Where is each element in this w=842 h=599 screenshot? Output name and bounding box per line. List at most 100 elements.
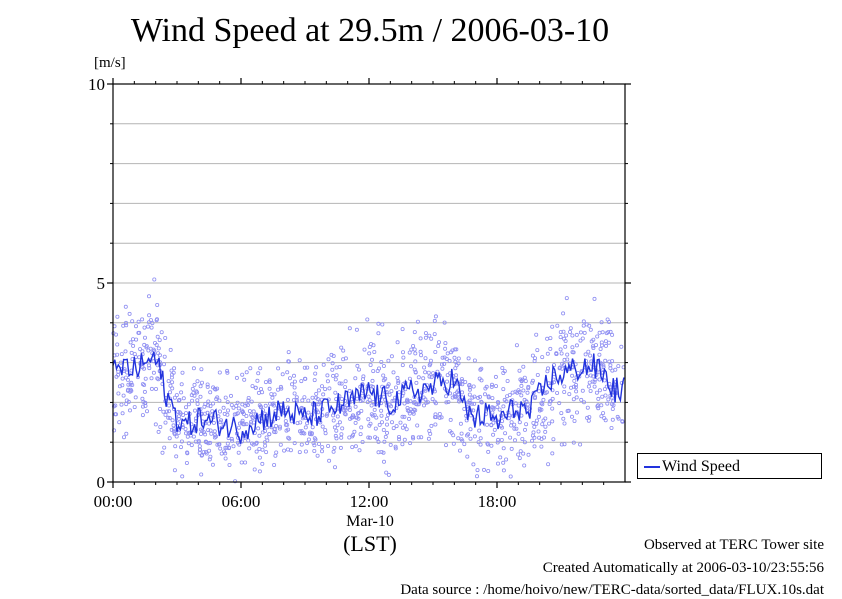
data-point <box>162 445 167 450</box>
data-point <box>137 330 142 335</box>
data-point <box>167 390 172 395</box>
data-point <box>544 390 549 395</box>
data-point <box>250 384 255 389</box>
data-point <box>303 449 308 454</box>
data-point <box>285 447 290 452</box>
data-point <box>225 408 230 413</box>
data-point <box>172 432 177 437</box>
data-point <box>393 444 398 449</box>
data-point <box>464 433 469 438</box>
data-point <box>198 384 203 389</box>
data-point <box>522 463 527 468</box>
data-point <box>299 442 304 447</box>
data-point <box>402 437 407 442</box>
data-point <box>532 444 537 449</box>
data-point <box>320 424 325 429</box>
data-point <box>214 396 219 401</box>
data-point <box>342 411 347 416</box>
data-point <box>411 411 416 416</box>
data-point <box>591 337 596 342</box>
data-point <box>166 403 171 408</box>
data-point <box>155 302 160 307</box>
data-point <box>142 325 147 330</box>
data-point <box>570 345 575 350</box>
data-point <box>409 364 414 369</box>
data-point <box>140 413 145 418</box>
data-point <box>490 396 495 401</box>
data-point <box>531 420 536 425</box>
data-point <box>170 386 175 391</box>
data-point <box>124 320 129 325</box>
data-point <box>199 472 204 477</box>
data-point <box>497 407 502 412</box>
data-point <box>286 359 291 364</box>
data-point <box>356 367 361 372</box>
data-point <box>319 384 324 389</box>
data-point <box>384 422 389 427</box>
data-point <box>316 388 321 393</box>
data-point <box>562 384 567 389</box>
data-point <box>347 388 352 393</box>
data-point <box>415 423 420 428</box>
data-point <box>397 390 402 395</box>
data-point <box>184 460 189 465</box>
data-point <box>334 365 339 370</box>
data-point <box>568 329 573 334</box>
data-point <box>423 370 428 375</box>
data-point <box>588 353 593 358</box>
data-point <box>124 431 129 436</box>
data-point <box>442 320 447 325</box>
data-point <box>167 436 172 441</box>
data-point <box>536 429 541 434</box>
data-point <box>332 445 337 450</box>
data-point <box>546 462 551 467</box>
data-point <box>192 408 197 413</box>
data-point <box>211 420 216 425</box>
data-point <box>197 450 202 455</box>
data-point <box>360 377 365 382</box>
data-point <box>470 395 475 400</box>
data-point <box>316 441 321 446</box>
data-point <box>178 445 183 450</box>
data-point <box>123 304 128 309</box>
data-point <box>260 390 265 395</box>
data-point <box>531 390 536 395</box>
data-point <box>376 331 381 336</box>
data-point <box>609 425 614 430</box>
data-point <box>429 423 434 428</box>
data-point <box>407 411 412 416</box>
data-point <box>406 409 411 414</box>
data-point <box>564 333 569 338</box>
data-point <box>230 438 235 443</box>
data-point <box>501 460 506 465</box>
data-point <box>381 373 386 378</box>
data-point <box>440 355 445 360</box>
data-point <box>160 450 165 455</box>
data-point <box>215 442 220 447</box>
data-point <box>167 415 172 420</box>
data-point <box>533 396 538 401</box>
data-point <box>432 318 437 323</box>
data-point <box>133 395 138 400</box>
data-point <box>213 387 218 392</box>
data-point <box>128 340 133 345</box>
data-point <box>504 457 509 462</box>
data-point <box>443 346 448 351</box>
data-point <box>195 398 200 403</box>
data-point <box>478 367 483 372</box>
data-point <box>610 417 615 422</box>
data-point <box>476 440 481 445</box>
data-point <box>428 431 433 436</box>
data-point <box>557 401 562 406</box>
data-point <box>249 399 254 404</box>
data-point <box>267 432 272 437</box>
data-point <box>306 437 311 442</box>
data-point <box>516 388 521 393</box>
data-point <box>350 413 355 418</box>
data-point <box>550 451 555 456</box>
data-point <box>269 392 274 397</box>
data-point <box>524 399 529 404</box>
data-point <box>426 370 431 375</box>
data-point <box>170 418 175 423</box>
data-point <box>452 355 457 360</box>
